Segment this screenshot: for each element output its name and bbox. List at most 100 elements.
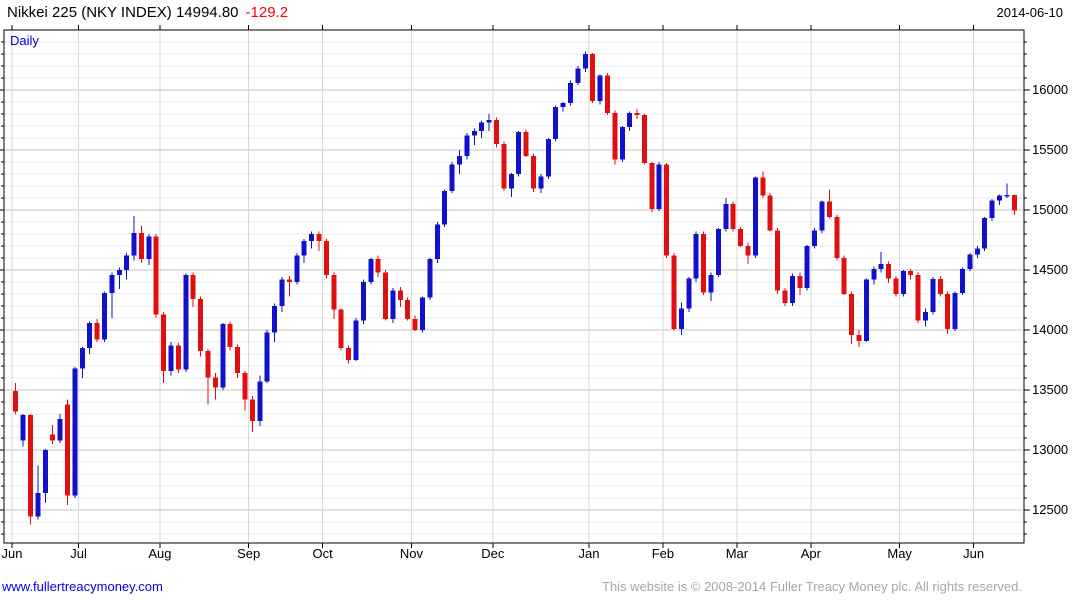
candle-body bbox=[523, 132, 529, 156]
candle-body bbox=[464, 135, 470, 156]
candle-body bbox=[708, 274, 714, 293]
candle-body bbox=[545, 139, 551, 177]
candle-body bbox=[175, 345, 181, 370]
candle-body bbox=[131, 232, 137, 256]
candle-body bbox=[604, 75, 610, 113]
candle-body bbox=[516, 132, 522, 174]
candle-body bbox=[279, 279, 285, 306]
candle-body bbox=[782, 290, 788, 304]
candle-body bbox=[797, 276, 803, 288]
copyright-text: This website is © 2008-2014 Fuller Treac… bbox=[602, 579, 1022, 594]
candle-body bbox=[264, 332, 270, 382]
x-axis-label: Mar bbox=[726, 546, 749, 561]
candle-body bbox=[871, 268, 877, 280]
candle-body bbox=[212, 377, 218, 388]
candle-body bbox=[804, 246, 810, 288]
candle-body bbox=[294, 255, 300, 282]
candle-body bbox=[989, 200, 995, 218]
candle-body bbox=[190, 274, 196, 299]
y-axis-label: 15500 bbox=[1032, 142, 1068, 157]
candle-body bbox=[35, 493, 41, 517]
candle-body bbox=[198, 298, 204, 351]
candle-body bbox=[124, 255, 130, 270]
candle-body bbox=[575, 68, 581, 83]
candle-body bbox=[834, 217, 840, 258]
candle-body bbox=[479, 122, 485, 131]
candle-body bbox=[767, 195, 773, 231]
candle-body bbox=[27, 415, 33, 517]
candle-body bbox=[116, 270, 122, 275]
candle-body bbox=[427, 259, 433, 298]
x-axis-label: Dec bbox=[481, 546, 505, 561]
candle-body bbox=[346, 348, 352, 360]
candle-body bbox=[220, 324, 226, 388]
candle-body bbox=[486, 120, 492, 123]
candle-body bbox=[538, 176, 544, 189]
candle-body bbox=[375, 259, 381, 273]
candle-body bbox=[457, 156, 463, 165]
candle-body bbox=[20, 415, 26, 441]
x-axis-label: Aug bbox=[148, 546, 171, 561]
candle-body bbox=[900, 271, 906, 294]
candle-body bbox=[634, 112, 640, 116]
candle-body bbox=[397, 290, 403, 300]
candle-body bbox=[849, 294, 855, 335]
candle-body bbox=[723, 204, 729, 230]
candle-body bbox=[967, 254, 973, 269]
candle-body bbox=[449, 164, 455, 191]
candle-body bbox=[72, 368, 78, 496]
x-axis-label: Sep bbox=[237, 546, 260, 561]
candle-body bbox=[442, 190, 448, 225]
candle-body bbox=[153, 236, 159, 315]
candle-body bbox=[50, 434, 56, 441]
candle-body bbox=[530, 156, 536, 189]
candle-body bbox=[420, 297, 426, 330]
candle-body bbox=[597, 75, 603, 101]
price-change: -129.2 bbox=[245, 4, 289, 21]
candle-body bbox=[64, 404, 70, 496]
candle-body bbox=[57, 418, 63, 441]
candle-body bbox=[841, 258, 847, 294]
x-axis-label: Oct bbox=[313, 546, 334, 561]
candle-body bbox=[101, 292, 107, 340]
website-link[interactable]: www.fullertreacymoney.com bbox=[2, 579, 163, 594]
candle-body bbox=[819, 201, 825, 231]
candle-body bbox=[715, 229, 721, 275]
candle-body bbox=[656, 164, 662, 209]
candle-body bbox=[494, 120, 500, 144]
candle-body bbox=[560, 103, 566, 107]
instrument-title: Nikkei 225 (NKY INDEX) 14994.80 bbox=[7, 4, 239, 21]
candle-body bbox=[257, 381, 263, 422]
candle-body bbox=[982, 217, 988, 249]
candle-body bbox=[974, 248, 980, 255]
candle-body bbox=[997, 195, 1003, 201]
chart-title: Nikkei 225 (NKY INDEX) 14994.80 -129.2 bbox=[7, 4, 288, 21]
candle-body bbox=[952, 292, 958, 329]
candle-body bbox=[738, 229, 744, 246]
candle-body bbox=[87, 322, 93, 348]
candle-body bbox=[627, 112, 633, 128]
candle-body bbox=[286, 279, 292, 282]
candle-body bbox=[1004, 195, 1010, 197]
x-axis-label: Jun bbox=[963, 546, 984, 561]
candle-body bbox=[316, 234, 322, 242]
candle-body bbox=[235, 346, 241, 374]
candle-body bbox=[678, 308, 684, 329]
candle-body bbox=[567, 82, 573, 104]
candle-body bbox=[664, 164, 670, 256]
candle-body bbox=[205, 351, 211, 378]
candle-body bbox=[886, 264, 892, 279]
candle-body bbox=[138, 232, 144, 260]
candle-body bbox=[590, 54, 596, 101]
candle-body bbox=[775, 230, 781, 291]
candle-body bbox=[612, 112, 618, 160]
candle-body bbox=[501, 144, 507, 189]
candle-body bbox=[945, 294, 951, 329]
candle-body bbox=[960, 268, 966, 293]
candle-body bbox=[730, 204, 736, 230]
candle-body bbox=[701, 234, 707, 293]
candle-body bbox=[331, 274, 337, 310]
candle-body bbox=[789, 276, 795, 304]
candle-body bbox=[508, 174, 514, 189]
